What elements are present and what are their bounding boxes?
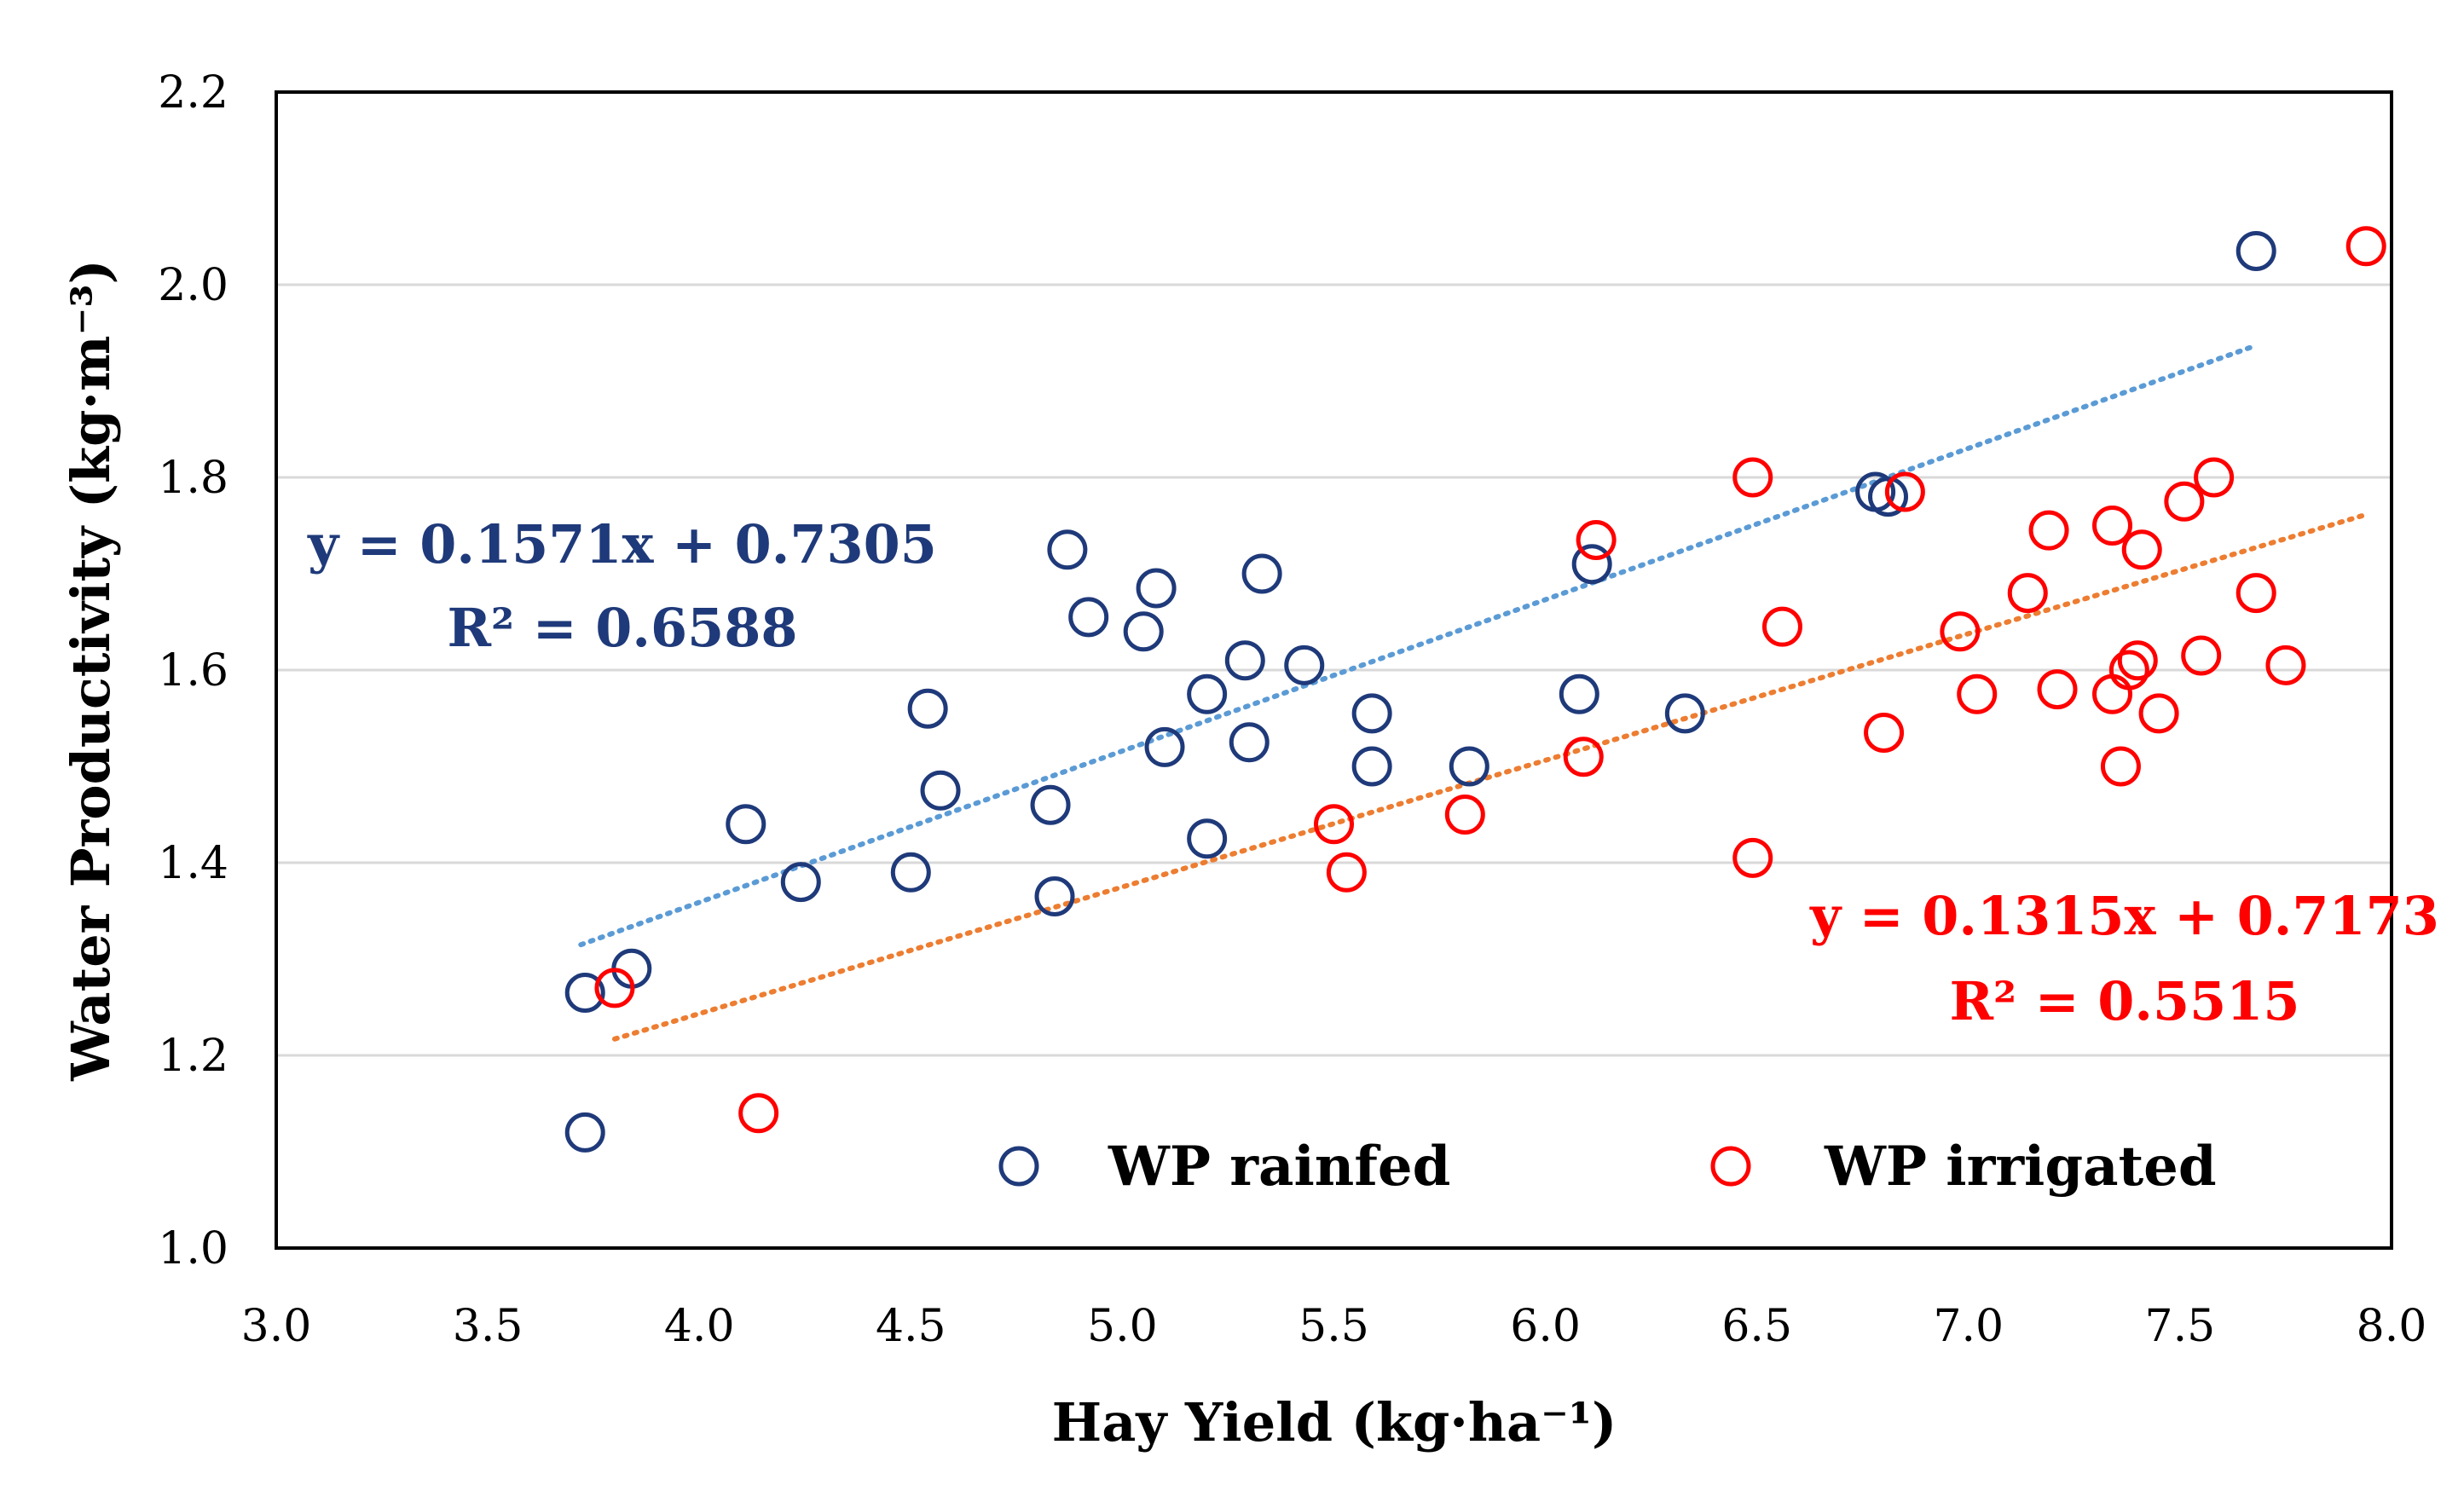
irrigated-point [2028, 510, 2069, 551]
x-tick-label: 5.5 [1299, 1301, 1369, 1352]
irrigated-point [1563, 737, 1604, 777]
irrigated-point [1444, 795, 1485, 835]
y-tick-label: 2.0 [158, 260, 228, 311]
irrigated-point [1732, 837, 1773, 878]
legend-label-rainfed: WP rainfed [1108, 1135, 1450, 1199]
x-tick-label: 4.5 [876, 1301, 946, 1352]
irrigated-point [2037, 669, 2078, 710]
irrigated-point [2108, 650, 2149, 691]
rainfed-equation: y = 0.1571x + 0.7305 [307, 513, 937, 575]
x-tick-label: 6.5 [1721, 1301, 1792, 1352]
rainfed-point [1571, 544, 1612, 585]
irrigated-point [1940, 611, 1981, 652]
irrigated-point [738, 1093, 779, 1134]
rainfed-point [1034, 876, 1075, 917]
rainfed-point [890, 852, 931, 893]
rainfed-point [1068, 597, 1109, 638]
y-tick-label: 1.6 [158, 645, 228, 696]
x-tick-label: 8.0 [2357, 1301, 2427, 1352]
irrigated-equation: y = 0.1315x + 0.7173 [1809, 885, 2439, 947]
trendlines [578, 343, 2369, 1042]
irrigated-point [1732, 457, 1773, 498]
rainfed-point [1664, 693, 1705, 734]
irrigated-point [1761, 606, 1802, 647]
x-tick-label: 3.0 [241, 1301, 312, 1352]
rainfed-point [780, 862, 821, 903]
rainfed-point [1449, 746, 1489, 787]
y-tick-label: 1.8 [158, 453, 228, 504]
irrigated-point [1326, 852, 1367, 893]
irrigated-point [2121, 529, 2162, 570]
legend-label-irrigated: WP irrigated [1824, 1135, 2217, 1199]
irrigated-point [594, 968, 635, 1008]
rainfed-point [1187, 673, 1228, 714]
rainfed-point [564, 973, 605, 1014]
irrigated-point [2164, 481, 2205, 522]
x-tick-label: 7.5 [2145, 1301, 2216, 1352]
irrigated-point [2345, 226, 2386, 267]
tick-labels: 3.0 3.5 4.0 4.5 5.0 5.5 6.0 6.5 7.0 7.5 8.0 1.0 1.2 1… [158, 67, 2426, 1352]
irrigated-point [1957, 673, 1998, 714]
rainfed-point [564, 1112, 605, 1153]
x-tick-label: 4.0 [664, 1301, 735, 1352]
rainfed-point [1136, 568, 1177, 609]
irrigated-point [2265, 644, 2306, 685]
y-tick-label: 1.0 [158, 1223, 228, 1274]
y-tick-label: 1.4 [158, 838, 228, 889]
y-axis-title: Water Productivity (kg·m⁻³) [60, 259, 122, 1082]
irrigated-point [2117, 640, 2158, 681]
rainfed-point [2236, 230, 2276, 271]
x-tick-label: 7.0 [1933, 1301, 2004, 1352]
rainfed-point [1144, 726, 1185, 767]
rainfed-point [1868, 477, 1909, 517]
irrigated-point [2138, 693, 2179, 734]
rainfed-point [1229, 722, 1270, 763]
irrigated-point [2181, 635, 2222, 676]
y-tick-label: 1.2 [158, 1031, 228, 1082]
irrigated-point [1314, 804, 1354, 845]
rainfed-point [1123, 611, 1164, 652]
rainfed-r2: R² = 0.6588 [447, 597, 797, 659]
irrigated-point [1864, 712, 1905, 753]
plot-area-frame [275, 90, 2393, 1250]
trendline-rainfed [578, 343, 2259, 948]
irrigated-point [2092, 506, 2133, 546]
rainfed-point [1030, 784, 1071, 825]
irrigated-point [2100, 746, 2141, 787]
irrigated-point [2007, 573, 2048, 614]
rainfed-point [1187, 818, 1228, 859]
irrigated-r2: R² = 0.5515 [1949, 970, 2299, 1032]
irrigated-point [2194, 457, 2235, 498]
irrigated-point [1884, 471, 1925, 512]
x-tick-label: 3.5 [453, 1301, 523, 1352]
legend-marker-irrigated [1710, 1146, 1751, 1187]
rainfed-point [1284, 644, 1325, 685]
rainfed-point [1241, 553, 1282, 594]
x-tick-label: 6.0 [1510, 1301, 1581, 1352]
rainfed-point [1559, 673, 1599, 714]
x-axis-title: Hay Yield (kg·ha⁻¹) [1052, 1391, 1617, 1453]
legend: WP rainfed WP irrigated [998, 1135, 2217, 1199]
rainfed-point [1351, 693, 1392, 734]
legend-marker-rainfed [998, 1146, 1039, 1187]
rainfed-point [1224, 640, 1265, 681]
irrigated-point [1576, 519, 1617, 560]
y-tick-label: 2.2 [158, 67, 228, 118]
trendline-irrigated [611, 511, 2369, 1042]
rainfed-point [1047, 529, 1088, 570]
data-points [564, 226, 2386, 1153]
rainfed-point [1351, 746, 1392, 787]
x-tick-label: 5.0 [1087, 1301, 1158, 1352]
rainfed-point [920, 770, 961, 811]
irrigated-point [2236, 573, 2276, 614]
rainfed-point [726, 804, 766, 845]
rainfed-point [907, 688, 948, 729]
